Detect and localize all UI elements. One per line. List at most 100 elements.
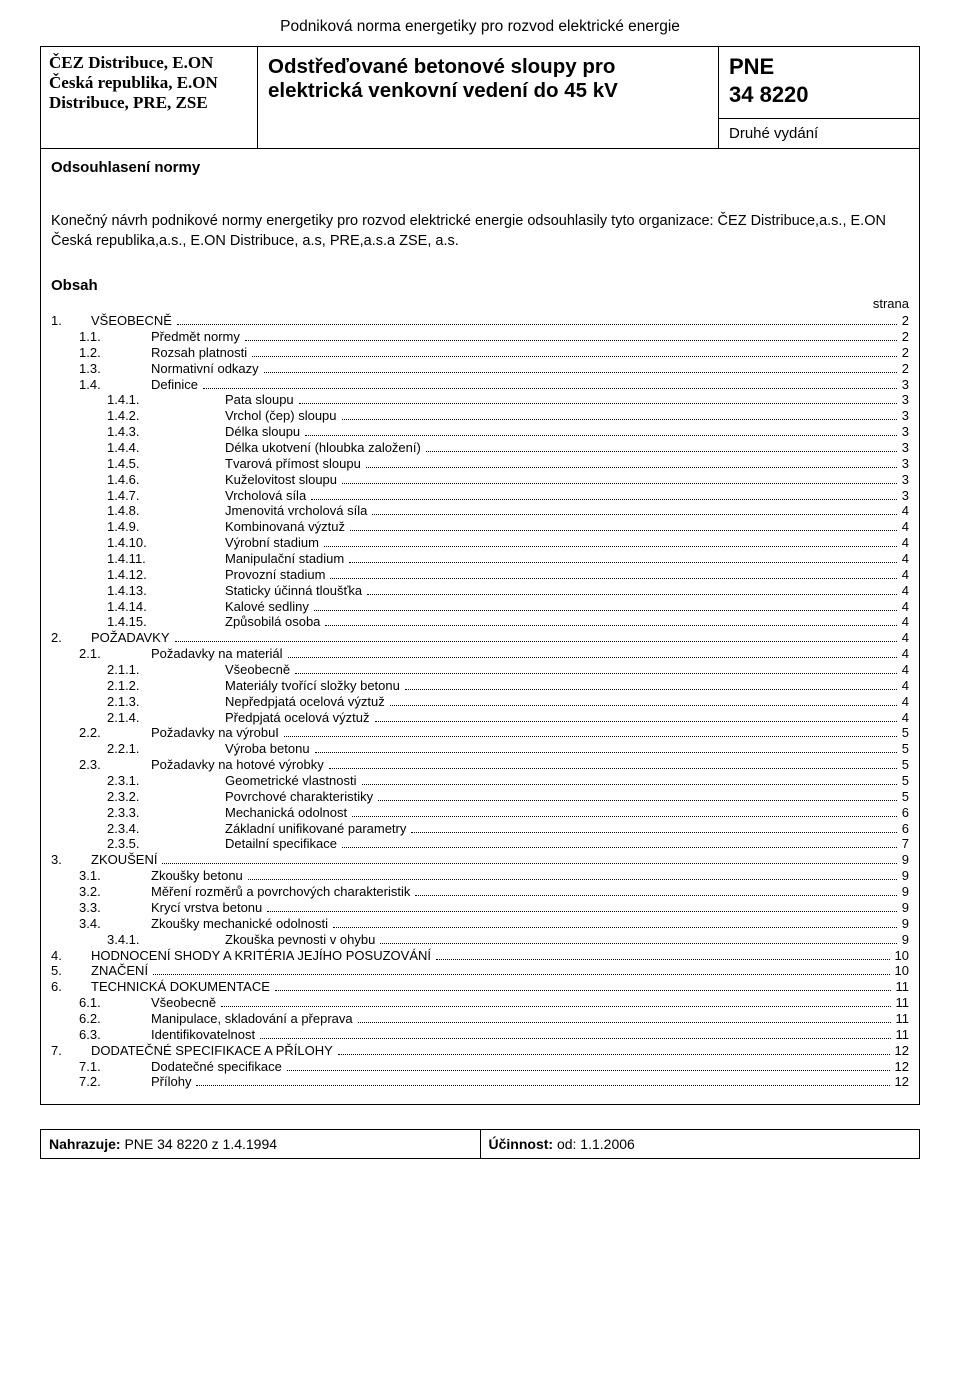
toc-leader-dots (372, 509, 896, 516)
toc-item-number: 1.4.2. (51, 408, 225, 424)
toc-row: 7.2.Přílohy12 (51, 1074, 909, 1090)
toc-row: 5.ZNAČENÍ10 (51, 963, 909, 979)
toc-row: 1.4.7.Vrcholová síla3 (51, 488, 909, 504)
toc-item-label: Manipulace, skladování a přeprava (151, 1011, 355, 1027)
header-right-cell: PNE 34 8220 Druhé vydání (718, 47, 919, 148)
toc-item-number: 6.1. (51, 995, 151, 1011)
toc-leader-dots (315, 746, 897, 753)
toc-item-label: VŠEOBECNĚ (91, 313, 174, 329)
toc-row: 2.1.3.Nepředpjatá ocelová výztuž4 (51, 694, 909, 710)
toc-row: 4.HODNOCENÍ SHODY A KRITÉRIA JEJÍHO POSU… (51, 948, 909, 964)
toc-item-number: 5. (51, 963, 91, 979)
toc-row: 6.TECHNICKÁ DOKUMENTACE11 (51, 979, 909, 995)
toc-leader-dots (380, 937, 896, 944)
toc-leader-dots (342, 413, 897, 420)
toc-item-number: 2.1.1. (51, 662, 225, 678)
footer-replaces: Nahrazuje: PNE 34 8220 z 1.4.1994 (41, 1130, 481, 1158)
toc-row: 2.1.2.Materiály tvořící složky betonu4 (51, 678, 909, 694)
footer-row: Nahrazuje: PNE 34 8220 z 1.4.1994 Účinno… (40, 1129, 920, 1159)
toc-item-number: 3.2. (51, 884, 151, 900)
toc-item-label: Délka sloupu (225, 424, 302, 440)
toc-item-label: ZKOUŠENÍ (91, 852, 159, 868)
toc-item-number: 3.3. (51, 900, 151, 916)
toc-row: 1.4.9.Kombinovaná výztuž4 (51, 519, 909, 535)
toc-leader-dots (177, 318, 897, 325)
toc-item-page: 11 (894, 995, 910, 1011)
toc-leader-dots (175, 635, 897, 642)
toc-item-number: 1.4.7. (51, 488, 225, 504)
toc-leader-dots (325, 620, 896, 627)
toc-item-number: 1.4.15. (51, 614, 225, 630)
toc-leader-dots (324, 540, 897, 547)
toc-item-number: 3.1. (51, 868, 151, 884)
toc-item-page: 10 (893, 963, 909, 979)
footer-effective: Účinnost: od: 1.1.2006 (481, 1130, 920, 1158)
toc-item-page: 7 (900, 836, 909, 852)
toc-leader-dots (330, 572, 896, 579)
toc-item-number: 3. (51, 852, 91, 868)
toc-item-page: 2 (900, 329, 909, 345)
toc-item-page: 11 (894, 1011, 910, 1027)
toc-item-number: 6.2. (51, 1011, 151, 1027)
toc-leader-dots (333, 921, 897, 928)
toc-item-label: Krycí vrstva betonu (151, 900, 264, 916)
footer-replaces-value: PNE 34 8220 z 1.4.1994 (121, 1136, 277, 1152)
toc-item-number: 1. (51, 313, 91, 329)
toc-row: 2.1.1.Všeobecně4 (51, 662, 909, 678)
toc-leader-dots (311, 493, 897, 500)
toc-item-page: 3 (900, 424, 909, 440)
toc-item-page: 5 (900, 789, 909, 805)
toc-item-page: 12 (893, 1059, 909, 1075)
toc-item-label: Identifikovatelnost (151, 1027, 257, 1043)
toc-row: 1.4.4.Délka ukotvení (hloubka založení)3 (51, 440, 909, 456)
header-mid-cell: Odstřeďované betonové sloupy pro elektri… (258, 47, 718, 148)
toc-row: 6.3.Identifikovatelnost11 (51, 1027, 909, 1043)
toc-leader-dots (284, 731, 897, 738)
toc-row: 2.3.4.Základní unifikované parametry6 (51, 821, 909, 837)
toc-item-page: 5 (900, 773, 909, 789)
toc-row: 1.4.3.Délka sloupu 3 (51, 424, 909, 440)
toc-item-number: 2.3.2. (51, 789, 225, 805)
toc-leader-dots (196, 1080, 889, 1087)
toc-item-label: Požadavky na hotové výrobky (151, 757, 326, 773)
toc-item-page: 4 (900, 519, 909, 535)
toc-item-page: 4 (900, 646, 909, 662)
toc-item-label: Rozsah platnosti (151, 345, 249, 361)
toc-item-label: Předpjatá ocelová výztuž (225, 710, 372, 726)
toc-item-number: 1.2. (51, 345, 151, 361)
toc-row: 6.1.Všeobecně11 (51, 995, 909, 1011)
toc-item-number: 1.4.11. (51, 551, 225, 567)
toc-row: 2.3.Požadavky na hotové výrobky5 (51, 757, 909, 773)
toc-leader-dots (342, 477, 897, 484)
toc-item-page: 3 (900, 488, 909, 504)
toc-item-number: 2.3.1. (51, 773, 225, 789)
toc-item-number: 1.4.5. (51, 456, 225, 472)
toc-row: 1.4.1.Pata sloupu3 (51, 392, 909, 408)
toc-item-number: 1.4.3. (51, 424, 225, 440)
toc-item-number: 1.1. (51, 329, 151, 345)
toc-item-page: 4 (900, 678, 909, 694)
toc-leader-dots (162, 858, 896, 865)
toc-item-label: Požadavky na materiál (151, 646, 285, 662)
approval-title: Odsouhlasení normy (51, 159, 909, 176)
toc-item-page: 6 (900, 805, 909, 821)
toc-row: 2.3.1.Geometrické vlastnosti5 (51, 773, 909, 789)
toc-item-number: 2.1.2. (51, 678, 225, 694)
toc-leader-dots (349, 556, 897, 563)
toc-row: 1.1.Předmět normy2 (51, 329, 909, 345)
toc-leader-dots (415, 889, 896, 896)
toc-item-label: Zkouška pevnosti v ohybu (225, 932, 377, 948)
toc-item-label: Definice (151, 377, 200, 393)
toc-item-page: 4 (900, 599, 909, 615)
toc-item-label: TECHNICKÁ DOKUMENTACE (91, 979, 272, 995)
toc-item-number: 1.4.14. (51, 599, 225, 615)
toc-item-number: 6.3. (51, 1027, 151, 1043)
toc-item-label: Provozní stadium (225, 567, 327, 583)
toc-item-page: 2 (900, 345, 909, 361)
toc-row: 3.2.Měření rozměrů a povrchových charakt… (51, 884, 909, 900)
toc-row: 7.DODATEČNÉ SPECIFIKACE A PŘÍLOHY12 (51, 1043, 909, 1059)
toc-leader-dots (287, 1064, 890, 1071)
toc-item-page: 4 (900, 630, 909, 646)
toc-item-label: Tvarová přímost sloupu (225, 456, 363, 472)
toc-item-page: 5 (900, 725, 909, 741)
